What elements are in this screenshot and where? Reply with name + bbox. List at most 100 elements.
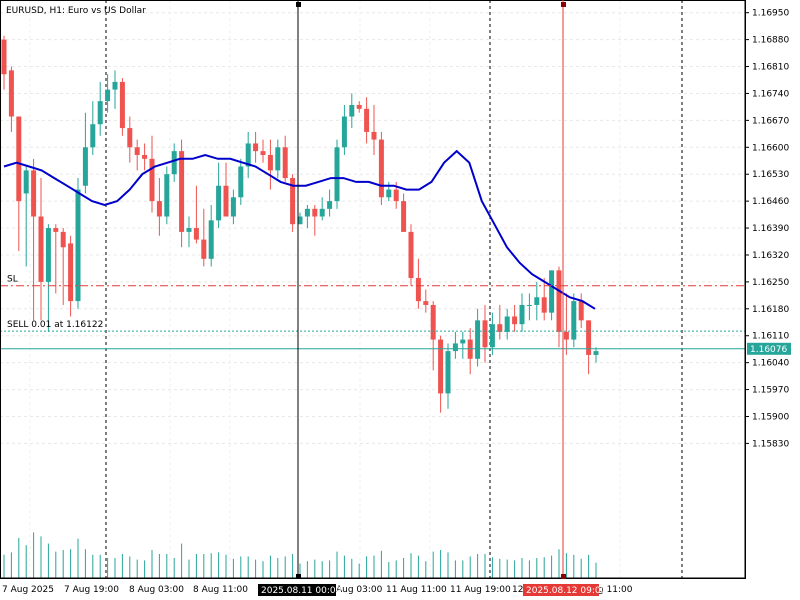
candle (408, 224, 414, 286)
candle-body (445, 351, 451, 394)
candle (586, 320, 592, 375)
candle (208, 204, 214, 267)
moving-average-line (3, 149, 596, 310)
candle (482, 304, 488, 363)
candle-body (142, 154, 148, 159)
candle (541, 278, 547, 321)
x-tick-label: g 11:00 (598, 585, 633, 595)
y-tick-label: 1.16040 (752, 359, 789, 369)
candle-body (534, 297, 540, 305)
x-tick-label: 8 Aug 03:00 (129, 585, 184, 595)
y-tick-label: 1.16740 (752, 89, 789, 99)
candle (282, 135, 288, 182)
price-axis: 1.16950 1.16880 1.16810 1.16740 1.16670 1.166… (745, 9, 789, 449)
red-vertical-line[interactable] (561, 0, 566, 579)
candle (223, 162, 229, 217)
candle-body (549, 270, 555, 313)
candle-body (238, 166, 244, 198)
candle (430, 301, 436, 371)
red-line-handle-bottom[interactable] (561, 574, 566, 579)
chart-title: EURUSD, H1: Euro vs US Dollar (6, 6, 146, 16)
y-tick-label: 1.16600 (752, 143, 789, 153)
candle-body (60, 231, 66, 248)
candle-body (563, 331, 569, 340)
candle (156, 178, 162, 236)
candle (82, 112, 88, 194)
candle-body (230, 197, 236, 217)
candle-body (90, 124, 96, 148)
candle (201, 208, 207, 267)
candle (193, 185, 199, 244)
y-tick-label: 1.16110 (752, 332, 789, 342)
candle (253, 131, 259, 163)
y-tick-label: 1.16810 (752, 63, 789, 73)
candle (327, 189, 333, 217)
y-tick-label: 1.16460 (752, 197, 789, 207)
crosshair-time-label: 2025.08.11 00:00 (261, 586, 342, 596)
candle-body (371, 131, 377, 140)
order-label: SELL 0.01 at 1.16122 (7, 320, 103, 330)
candle-body (134, 147, 140, 155)
y-tick-label: 1.16530 (752, 170, 789, 180)
candle (68, 235, 74, 317)
candle-body (541, 297, 547, 313)
candle-body (282, 147, 288, 179)
candle (60, 228, 66, 305)
candle (186, 216, 192, 248)
candle (401, 193, 407, 232)
candle-body (430, 304, 436, 340)
candle-body (504, 316, 510, 332)
candle (571, 293, 577, 348)
candle (75, 178, 81, 309)
crosshair-handle-top[interactable] (296, 2, 301, 7)
candle-body (119, 81, 125, 129)
candle-body (38, 216, 44, 282)
candle-body (438, 339, 444, 394)
candle-body (171, 151, 177, 175)
candle-body (193, 228, 199, 240)
candle-body (201, 239, 207, 259)
candle-body (223, 185, 229, 217)
candle-body (112, 81, 118, 90)
crosshair-handle-bottom[interactable] (296, 574, 301, 579)
candle-body (68, 243, 74, 302)
candle (230, 189, 236, 225)
red-line-handle-top[interactable] (561, 2, 566, 7)
candle (134, 139, 140, 171)
candle (267, 139, 273, 190)
candle-body (82, 147, 88, 186)
candle-body (401, 201, 407, 232)
crosshair-vertical-line[interactable] (296, 0, 301, 579)
crosshair-time-badge (258, 584, 336, 596)
candle (489, 312, 495, 355)
candle-body (497, 324, 503, 332)
candle-body (23, 170, 29, 194)
candle (164, 166, 170, 225)
candle (297, 212, 303, 225)
candle (371, 104, 377, 155)
candle (171, 143, 177, 182)
candle-body (571, 301, 577, 340)
candle (452, 331, 458, 359)
candle (245, 131, 251, 179)
candle (593, 347, 599, 363)
candle (460, 331, 466, 359)
candle (534, 281, 540, 321)
candle (45, 224, 51, 332)
candle (275, 139, 281, 179)
red-time-label: 2025.08.12 09:00 (526, 586, 607, 596)
candle (356, 101, 362, 113)
candle-body (349, 104, 355, 117)
candle-body (260, 151, 266, 155)
candle (105, 74, 111, 113)
candle (238, 158, 244, 205)
candle-body (319, 208, 325, 217)
candle-body (53, 228, 59, 232)
candle-body (149, 158, 155, 202)
candle-body (245, 143, 251, 167)
candle-body (45, 228, 51, 282)
candle-body (364, 108, 370, 132)
candle (512, 304, 518, 332)
candle (127, 116, 133, 163)
